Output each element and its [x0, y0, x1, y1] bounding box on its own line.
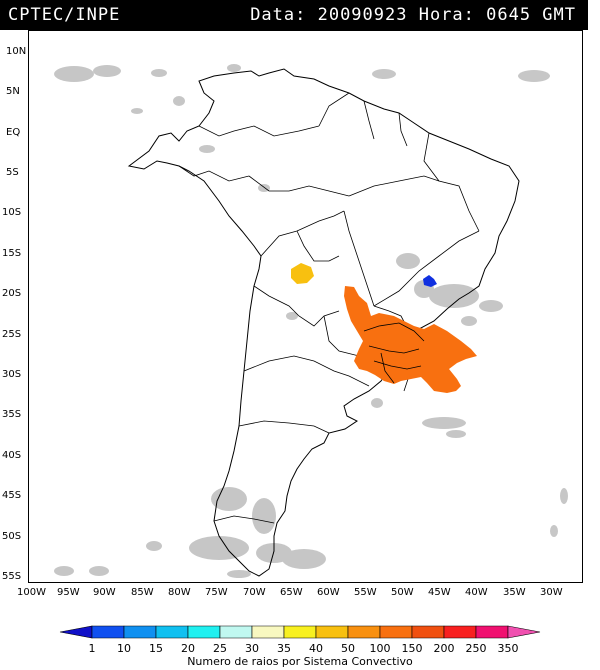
agency-label: CPTEC/INPE	[8, 5, 121, 25]
legend-swatch	[379, 625, 413, 639]
legend-tick-label: 35	[277, 642, 291, 655]
legend-color-bar	[59, 625, 541, 639]
map-panel	[28, 30, 583, 583]
lon-label: 75W	[205, 587, 228, 598]
legend-tick-label: 150	[401, 642, 423, 655]
legend-swatch	[347, 625, 381, 639]
legend-tick-label: 350	[497, 642, 519, 655]
legend-tick-label: 50	[341, 642, 355, 655]
legend-swatch	[219, 625, 253, 639]
lat-label: 40S	[2, 450, 22, 461]
lon-label: 100W	[17, 587, 46, 598]
legend-swatch	[443, 625, 477, 639]
system-southeast-brazil	[423, 275, 437, 287]
legend-swatch	[283, 625, 317, 639]
lon-label: 55W	[354, 587, 377, 598]
legend-tick-label: 30	[245, 642, 259, 655]
convective-systems	[291, 263, 477, 393]
legend-swatch	[411, 625, 445, 639]
legend-tick-label: 100	[369, 642, 391, 655]
lon-label: 90W	[93, 587, 116, 598]
lon-label: 40W	[465, 587, 488, 598]
legend-swatch	[155, 625, 189, 639]
legend-swatch	[251, 625, 285, 639]
lon-label: 30W	[540, 587, 563, 598]
system-south-brazil	[344, 286, 477, 393]
lat-label: EQ	[6, 127, 21, 138]
legend-tick-label: 250	[465, 642, 487, 655]
lon-label: 50W	[391, 587, 414, 598]
legend-swatch	[187, 625, 221, 639]
lat-label: 10S	[2, 207, 22, 218]
legend-swatch	[59, 625, 93, 639]
lon-label: 70W	[243, 587, 266, 598]
legend-tick-label: 10	[117, 642, 131, 655]
legend-tick-label: 1	[88, 642, 96, 655]
map-header: CPTEC/INPE Data: 20090923 Hora: 0645 GMT	[0, 0, 588, 30]
lon-label: 65W	[280, 587, 303, 598]
cloud-fields	[54, 64, 568, 578]
legend-title: Numero de raios por Sistema Convectivo	[187, 655, 413, 668]
legend-tick-label: 200	[433, 642, 455, 655]
legend-tick-label: 40	[309, 642, 323, 655]
lat-label: 20S	[2, 288, 22, 299]
legend-swatch	[315, 625, 349, 639]
south-america-coastline	[127, 68, 520, 577]
lon-label: 35W	[503, 587, 526, 598]
lat-label: 50S	[2, 531, 22, 542]
map-svg	[54, 64, 568, 578]
lat-label: 5N	[6, 86, 20, 97]
lon-label: 95W	[57, 587, 80, 598]
lon-label: 60W	[317, 587, 340, 598]
lat-label: 25S	[2, 329, 22, 340]
legend-swatch	[507, 625, 541, 639]
lon-label: 45W	[428, 587, 451, 598]
legend-tick-label: 15	[149, 642, 163, 655]
legend-swatch	[475, 625, 509, 639]
overlay-borders	[363, 322, 425, 384]
lat-label: 10N	[6, 46, 27, 57]
system-central-bolivia	[291, 263, 314, 284]
date-time-label: Data: 20090923 Hora: 0645 GMT	[250, 5, 576, 25]
lat-label: 35S	[2, 409, 22, 420]
legend-swatch	[123, 625, 157, 639]
lon-label: 85W	[131, 587, 154, 598]
lat-label: 30S	[2, 369, 22, 380]
legend-swatch	[91, 625, 125, 639]
legend-tick-label: 20	[181, 642, 195, 655]
lon-label: 80W	[168, 587, 191, 598]
lat-label: 55S	[2, 571, 22, 582]
lat-label: 45S	[2, 490, 22, 501]
lat-label: 15S	[2, 248, 22, 259]
legend-tick-label: 25	[213, 642, 227, 655]
country-borders	[178, 92, 480, 524]
lat-label: 5S	[6, 167, 19, 178]
